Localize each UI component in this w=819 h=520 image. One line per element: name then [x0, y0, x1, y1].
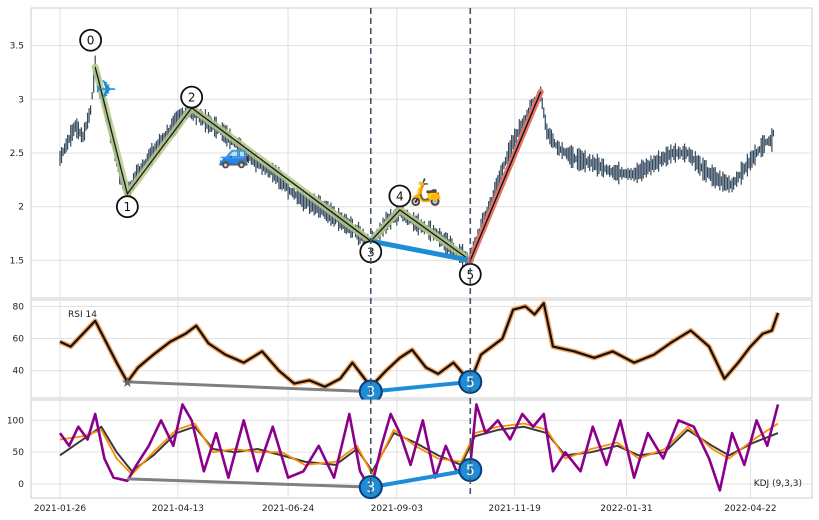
price-zigzag-overlay: 012345✈🚙🛵: [79, 28, 544, 286]
point-label-text: 1: [124, 200, 132, 214]
y-tick-label: 0: [18, 480, 24, 490]
x-tick-label: 2021-01-26: [34, 504, 87, 514]
zigzag-line: [94, 66, 471, 261]
x-tick-label: 2021-11-19: [489, 504, 542, 514]
vertical-markers: [369, 8, 472, 498]
x-tick-label: 2022-04-22: [724, 504, 776, 514]
point-label-text: 5: [466, 268, 474, 282]
x-tick-label: 2021-06-24: [262, 504, 315, 514]
x-axis-ticks: 2021-01-26 2021-04-13 2021-06-24 2021-09-03…: [34, 504, 777, 514]
price-panel: 1.5 2 2.5 3 3.5 0 1 2 3 4 5 ✈ 🚙 🛵: [10, 7, 813, 299]
scooter-icon: 🛵: [410, 178, 442, 208]
car-icon: 🚙: [218, 140, 250, 170]
y-tick-label: 50: [13, 448, 25, 458]
point-label-circle: [180, 85, 204, 109]
point-label-circle: [388, 184, 412, 208]
kdj-d-line: [59, 422, 779, 476]
price-y-ticks: 1.5 2 2.5 3 3.5: [10, 42, 24, 267]
kdj-y-ticks: 0 50 100: [7, 416, 24, 490]
point-label-circle: [79, 28, 103, 52]
rsi-y-ticks: 40 60 80: [13, 302, 25, 376]
kdj-marker-circle: [358, 475, 383, 500]
y-tick-label: 1.5: [10, 256, 24, 266]
red-trend-line: [469, 91, 542, 261]
y-tick-label: 3: [18, 95, 24, 105]
x-tick-label: 2022-01-31: [600, 504, 652, 514]
blue-trend-line: [370, 238, 471, 263]
y-tick-label: 100: [7, 416, 24, 426]
rsi-divergence-blue: [370, 379, 471, 394]
point-label-text: 4: [396, 189, 404, 203]
rsi-label: RSI 14: [68, 310, 97, 320]
y-tick-label: 40: [13, 367, 25, 377]
point-label-text: 2: [188, 91, 196, 105]
y-tick-label: 3.5: [10, 42, 24, 52]
x-tick-label: 2021-04-13: [152, 504, 204, 514]
rsi-line: [59, 302, 780, 388]
rsi-star-marker: ★: [121, 375, 134, 391]
kdj-k-line: [58, 403, 780, 492]
x-tick-label: 2021-09-03: [371, 504, 423, 514]
y-tick-label: 2.5: [10, 149, 24, 159]
y-tick-label: 60: [13, 335, 25, 345]
rsi-divergence-gray: [127, 380, 371, 394]
point-label-circle: [115, 195, 139, 219]
y-tick-label: 2: [18, 203, 24, 213]
point-label-text: 0: [87, 34, 95, 48]
y-tick-label: 80: [13, 302, 25, 312]
airplane-icon: ✈: [95, 76, 117, 106]
kdj-label: KDJ (9,3,3): [754, 479, 802, 489]
kdj-divergence-gray: [127, 477, 371, 489]
kdj-divergence-blue: [370, 468, 471, 490]
